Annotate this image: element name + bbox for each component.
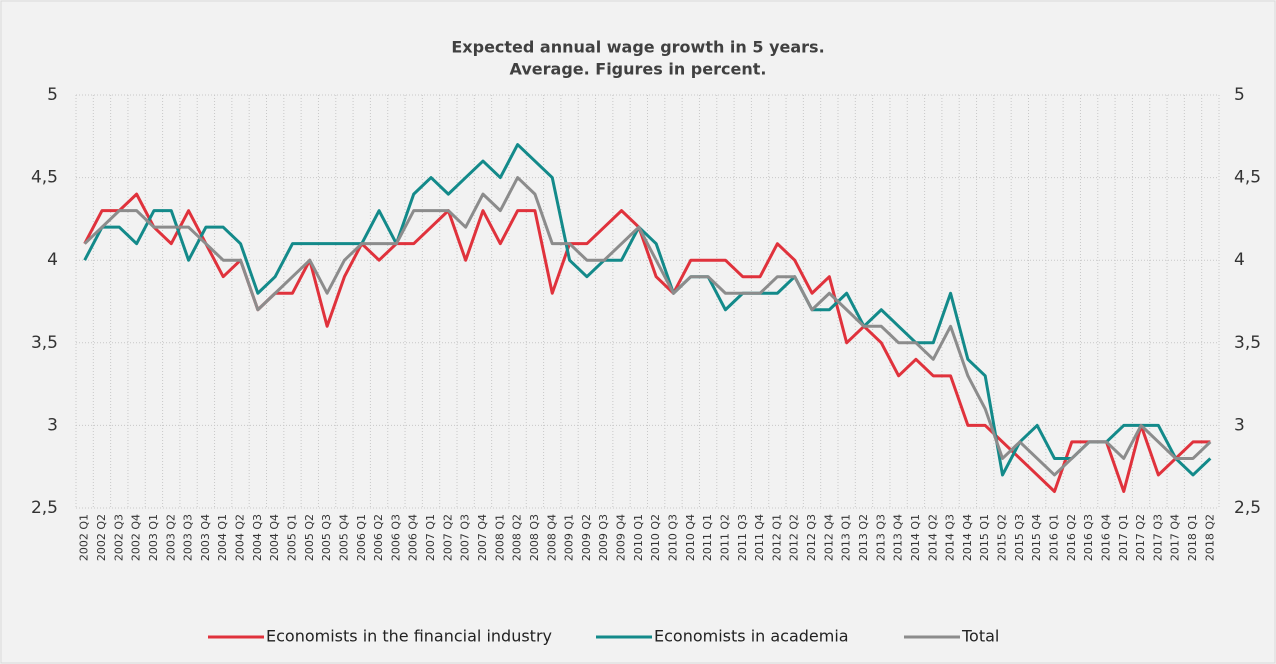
x-tick-label: 2010 Q1: [632, 514, 645, 561]
x-tick-label: 2013 Q1: [840, 514, 853, 561]
x-tick-label: 2017 Q3: [1151, 514, 1164, 561]
y2-tick-label: 4,5: [1234, 168, 1261, 188]
x-tick-label: 2010 Q3: [666, 514, 679, 561]
x-tick-label: 2004 Q3: [251, 514, 264, 561]
x-tick-label: 2007 Q4: [476, 514, 489, 561]
x-tick-label: 2007 Q3: [459, 514, 472, 561]
x-tick-label: 2006 Q2: [372, 514, 385, 561]
y-tick-label: 4: [47, 250, 58, 270]
y2-tick-label: 4: [1234, 250, 1245, 270]
x-tick-label: 2003 Q3: [182, 514, 195, 561]
y2-tick-label: 3,5: [1234, 333, 1261, 353]
x-tick-label: 2003 Q2: [164, 514, 177, 561]
y-tick-label: 5: [47, 85, 58, 105]
x-tick-label: 2002 Q3: [112, 514, 125, 561]
x-tick-label: 2003 Q1: [147, 514, 160, 561]
x-tick-label: 2006 Q3: [389, 514, 402, 561]
legend-label: Economists in academia: [654, 627, 849, 646]
x-tick-label: 2008 Q2: [511, 514, 524, 561]
x-tick-label: 2015 Q2: [996, 514, 1009, 561]
x-tick-label: 2011 Q2: [718, 514, 731, 561]
x-tick-label: 2009 Q2: [580, 514, 593, 561]
y-tick-label: 3: [47, 415, 58, 435]
x-tick-label: 2015 Q1: [978, 514, 991, 561]
x-tick-label: 2011 Q3: [736, 514, 749, 561]
x-tick-label: 2014 Q2: [926, 514, 939, 561]
x-tick-label: 2017 Q1: [1117, 514, 1130, 561]
x-tick-label: 2016 Q3: [1082, 514, 1095, 561]
y-tick-label: 4,5: [31, 168, 58, 188]
x-tick-label: 2015 Q3: [1013, 514, 1026, 561]
x-tick-label: 2016 Q4: [1099, 514, 1112, 561]
x-tick-label: 2004 Q4: [268, 514, 281, 561]
x-tick-label: 2017 Q4: [1169, 514, 1182, 561]
x-tick-label: 2016 Q1: [1047, 514, 1060, 561]
y2-tick-label: 3: [1234, 415, 1245, 435]
x-tick-label: 2012 Q4: [822, 514, 835, 561]
y2-tick-label: 2,5: [1234, 498, 1261, 518]
x-tick-label: 2010 Q2: [649, 514, 662, 561]
x-tick-label: 2008 Q1: [493, 514, 506, 561]
x-tick-label: 2006 Q1: [355, 514, 368, 561]
x-tick-label: 2014 Q1: [909, 514, 922, 561]
x-tick-label: 2005 Q3: [320, 514, 333, 561]
x-tick-label: 2013 Q2: [857, 514, 870, 561]
chart-title: Average. Figures in percent.: [510, 60, 767, 79]
x-tick-label: 2011 Q4: [753, 514, 766, 561]
x-tick-label: 2013 Q4: [892, 514, 905, 561]
x-tick-label: 2003 Q4: [199, 514, 212, 561]
x-tick-label: 2018 Q1: [1186, 514, 1199, 561]
y-tick-label: 2,5: [31, 498, 58, 518]
x-tick-label: 2018 Q2: [1203, 514, 1216, 561]
x-tick-label: 2008 Q3: [528, 514, 541, 561]
x-tick-label: 2016 Q2: [1065, 514, 1078, 561]
x-tick-label: 2013 Q3: [874, 514, 887, 561]
x-tick-label: 2017 Q2: [1134, 514, 1147, 561]
x-tick-label: 2004 Q1: [216, 514, 229, 561]
x-tick-label: 2005 Q2: [303, 514, 316, 561]
x-tick-label: 2007 Q1: [424, 514, 437, 561]
x-tick-label: 2007 Q2: [441, 514, 454, 561]
x-tick-label: 2004 Q2: [234, 514, 247, 561]
x-tick-label: 2011 Q1: [701, 514, 714, 561]
x-tick-label: 2002 Q2: [95, 514, 108, 561]
x-tick-label: 2014 Q4: [961, 514, 974, 561]
x-tick-label: 2005 Q1: [285, 514, 298, 561]
x-tick-label: 2002 Q1: [78, 514, 91, 561]
x-tick-label: 2006 Q4: [407, 514, 420, 561]
x-tick-label: 2012 Q1: [770, 514, 783, 561]
x-tick-label: 2009 Q1: [563, 514, 576, 561]
x-tick-label: 2005 Q4: [337, 514, 350, 561]
y2-tick-label: 5: [1234, 85, 1245, 105]
x-tick-label: 2012 Q2: [788, 514, 801, 561]
line: [83, 143, 1212, 477]
x-tick-label: 2015 Q4: [1030, 514, 1043, 561]
chart-title: Expected annual wage growth in 5 years.: [451, 38, 824, 57]
legend-label: Total: [961, 627, 999, 646]
x-tick-label: 2008 Q4: [545, 514, 558, 561]
x-tick-label: 2009 Q4: [615, 514, 628, 561]
y-tick-label: 3,5: [31, 333, 58, 353]
x-tick-label: 2009 Q3: [597, 514, 610, 561]
x-tick-label: 2014 Q3: [944, 514, 957, 561]
x-tick-label: 2010 Q4: [684, 514, 697, 561]
legend-label: Economists in the financial industry: [266, 627, 552, 646]
x-tick-label: 2002 Q4: [130, 514, 143, 561]
x-tick-label: 2012 Q3: [805, 514, 818, 561]
line: [83, 176, 1212, 477]
